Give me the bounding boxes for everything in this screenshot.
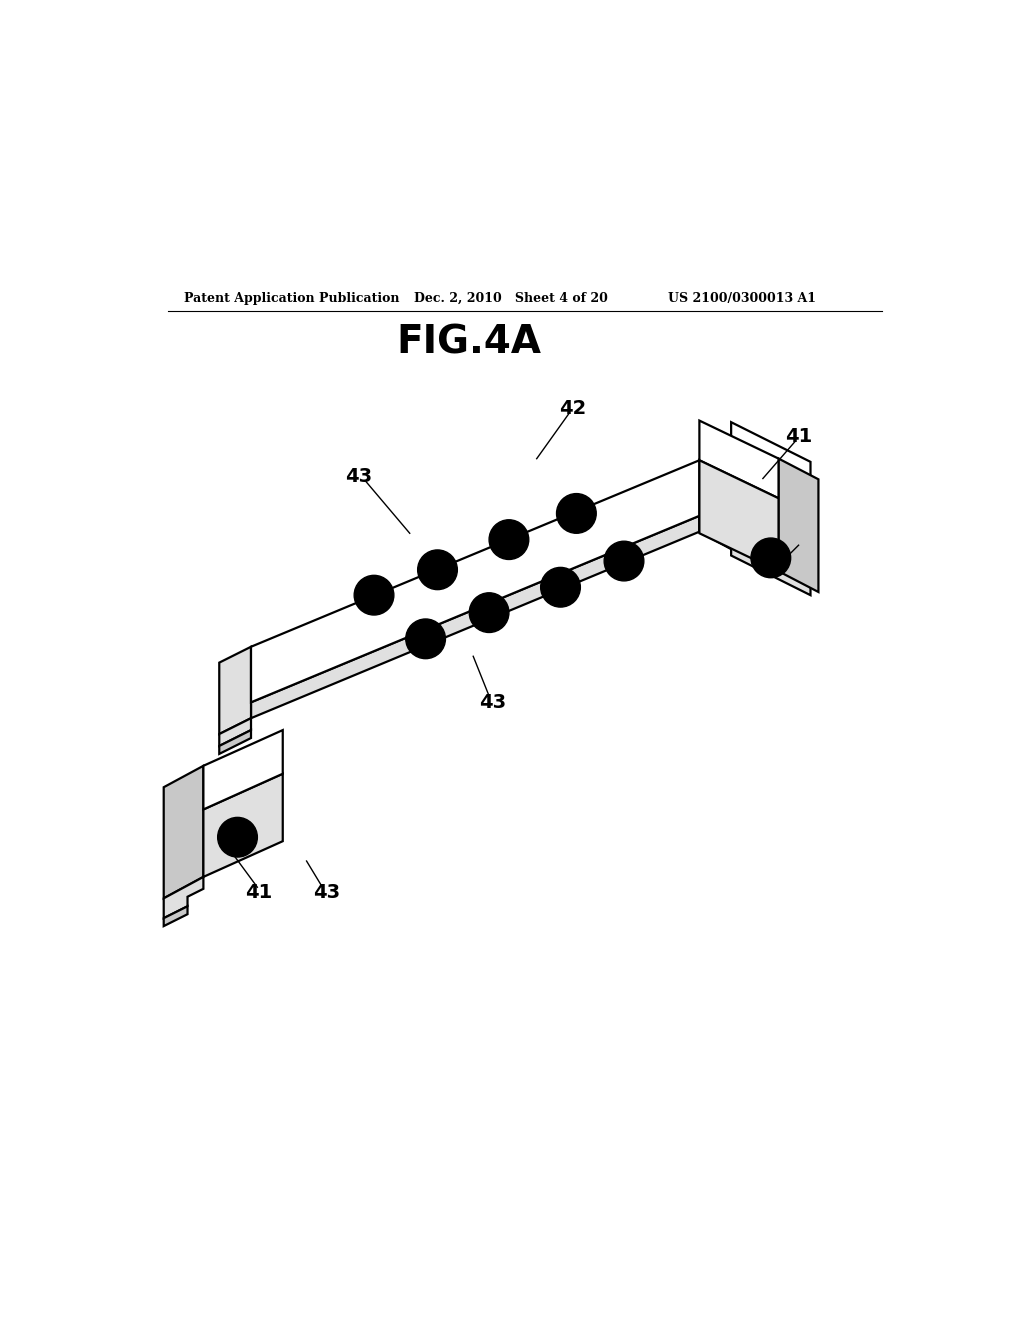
Circle shape: [418, 550, 458, 590]
Polygon shape: [164, 907, 187, 927]
Polygon shape: [204, 774, 283, 876]
Text: 41: 41: [246, 883, 272, 903]
Text: US 2100/0300013 A1: US 2100/0300013 A1: [668, 292, 816, 305]
Circle shape: [604, 541, 644, 581]
Circle shape: [556, 494, 596, 533]
Circle shape: [218, 817, 257, 857]
Polygon shape: [164, 766, 204, 899]
Polygon shape: [699, 461, 731, 549]
Text: FIG.4A: FIG.4A: [396, 323, 542, 362]
Text: 43: 43: [313, 883, 340, 903]
Circle shape: [406, 619, 445, 659]
Text: Patent Application Publication: Patent Application Publication: [183, 292, 399, 305]
Circle shape: [541, 568, 581, 607]
Polygon shape: [699, 421, 778, 499]
Text: 42: 42: [559, 399, 586, 418]
Polygon shape: [219, 718, 251, 746]
Circle shape: [489, 520, 528, 560]
Polygon shape: [778, 458, 818, 591]
Polygon shape: [251, 461, 699, 702]
Polygon shape: [219, 730, 251, 754]
Polygon shape: [164, 876, 204, 919]
Text: 43: 43: [479, 693, 507, 711]
Polygon shape: [731, 478, 811, 595]
Polygon shape: [219, 647, 251, 734]
Polygon shape: [251, 516, 699, 718]
Polygon shape: [204, 730, 283, 809]
Circle shape: [751, 539, 791, 578]
Text: 43: 43: [793, 531, 820, 549]
Text: 43: 43: [345, 467, 372, 486]
Circle shape: [354, 576, 394, 615]
Text: 41: 41: [785, 426, 812, 446]
Polygon shape: [731, 422, 811, 517]
Polygon shape: [699, 461, 778, 572]
Text: Dec. 2, 2010   Sheet 4 of 20: Dec. 2, 2010 Sheet 4 of 20: [414, 292, 607, 305]
Circle shape: [469, 593, 509, 632]
